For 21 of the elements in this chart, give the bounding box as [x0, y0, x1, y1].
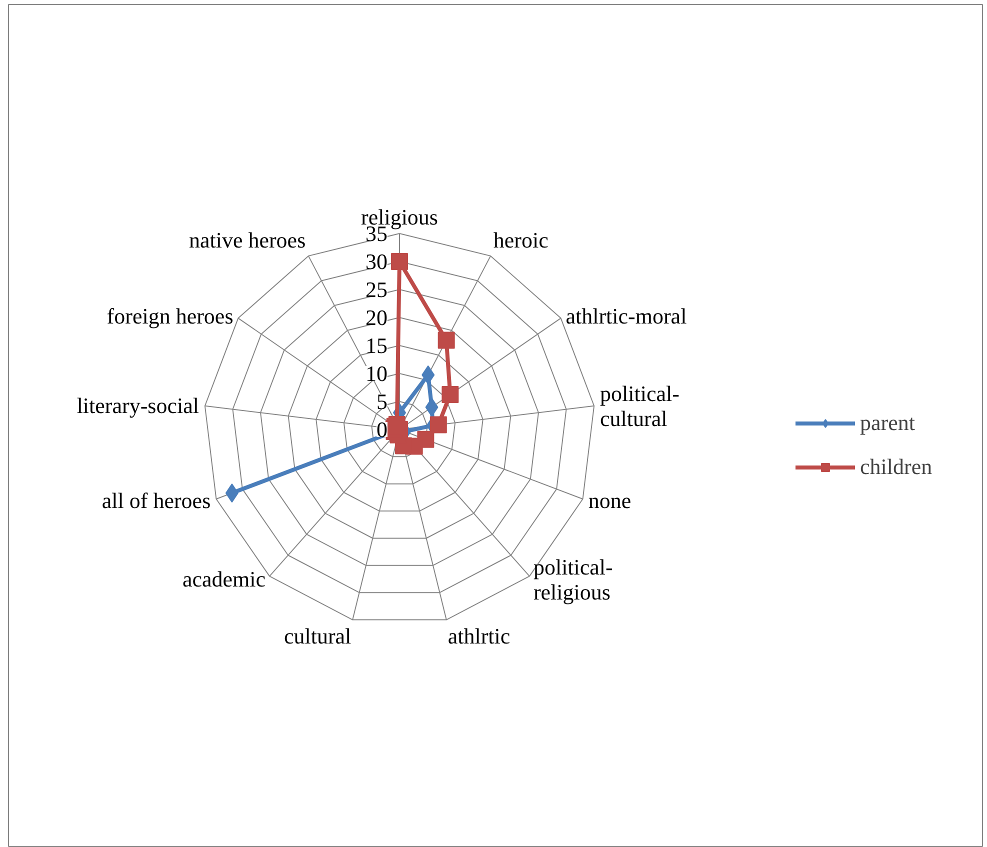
- spoke-label: athlrtic: [448, 624, 510, 649]
- y-tick-label: 15: [366, 333, 388, 358]
- legend-label: parent: [860, 410, 915, 436]
- y-tick-label: 30: [366, 249, 388, 274]
- spoke-label: all of heroes: [102, 488, 211, 513]
- spoke-label: literary-social: [76, 392, 199, 418]
- y-tick-label: 25: [366, 277, 388, 302]
- spoke-label: native heroes: [188, 227, 306, 252]
- y-tick-label: 10: [366, 361, 388, 386]
- y-tick-label: 20: [366, 305, 388, 330]
- spoke-label: political-religious: [533, 554, 613, 605]
- spoke-label: none: [588, 488, 632, 513]
- y-tick-label: 0: [376, 417, 388, 442]
- spoke-label: academic: [182, 566, 266, 592]
- legend-label: children: [860, 454, 932, 480]
- spoke-label: foreign heroes: [106, 303, 234, 328]
- spoke-label: political-cultural: [600, 380, 680, 431]
- spoke-label: cultural: [284, 624, 352, 649]
- spoke-label: athlrtic-moral: [566, 303, 687, 328]
- spoke-label: heroic: [493, 227, 549, 252]
- y-tick-label: 5: [376, 389, 388, 414]
